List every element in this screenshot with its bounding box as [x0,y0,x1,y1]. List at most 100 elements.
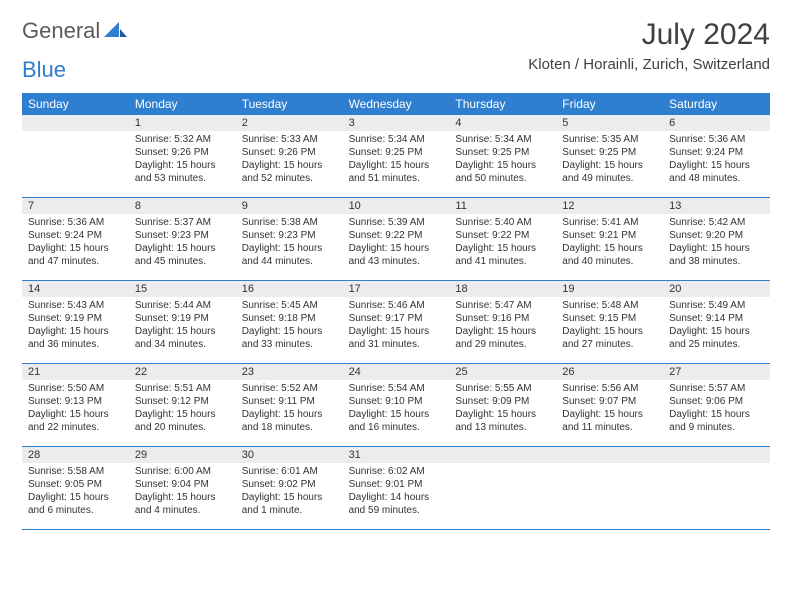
day-detail-line: and 34 minutes. [135,338,230,351]
day-detail-line: Daylight: 15 hours [349,325,444,338]
day-detail-line: Sunset: 9:17 PM [349,312,444,325]
day-detail-line: and 50 minutes. [455,172,550,185]
day-details: Sunrise: 5:42 AMSunset: 9:20 PMDaylight:… [663,214,770,272]
day-detail-line: and 11 minutes. [562,421,657,434]
day-detail-line: and 20 minutes. [135,421,230,434]
calendar: Sunday Monday Tuesday Wednesday Thursday… [22,93,770,530]
day-detail-line: Daylight: 15 hours [562,325,657,338]
day-detail-line: Daylight: 15 hours [135,408,230,421]
calendar-cell: 19Sunrise: 5:48 AMSunset: 9:15 PMDayligh… [556,281,663,363]
day-details: Sunrise: 5:51 AMSunset: 9:12 PMDaylight:… [129,380,236,438]
day-number: 23 [236,364,343,380]
day-detail-line: Sunset: 9:02 PM [242,478,337,491]
day-detail-line: Daylight: 15 hours [242,159,337,172]
sail-icon [104,20,128,43]
calendar-week: 28Sunrise: 5:58 AMSunset: 9:05 PMDayligh… [22,447,770,530]
calendar-cell: 5Sunrise: 5:35 AMSunset: 9:25 PMDaylight… [556,115,663,197]
day-detail-line: Sunset: 9:24 PM [28,229,123,242]
day-detail-line: and 25 minutes. [669,338,764,351]
day-detail-line: Sunset: 9:23 PM [242,229,337,242]
month-title: July 2024 [528,18,770,52]
day-detail-line: Sunset: 9:11 PM [242,395,337,408]
day-detail-line: Sunset: 9:25 PM [349,146,444,159]
day-detail-line: Daylight: 15 hours [242,242,337,255]
day-number-empty [663,447,770,463]
day-detail-line: and 51 minutes. [349,172,444,185]
calendar-cell: 23Sunrise: 5:52 AMSunset: 9:11 PMDayligh… [236,364,343,446]
calendar-cell: 14Sunrise: 5:43 AMSunset: 9:19 PMDayligh… [22,281,129,363]
day-detail-line: Sunset: 9:12 PM [135,395,230,408]
day-details: Sunrise: 5:37 AMSunset: 9:23 PMDaylight:… [129,214,236,272]
day-number: 21 [22,364,129,380]
day-detail-line: Sunrise: 5:32 AM [135,133,230,146]
brand-logo: General [22,18,130,44]
day-detail-line: Daylight: 15 hours [455,325,550,338]
calendar-cell: 13Sunrise: 5:42 AMSunset: 9:20 PMDayligh… [663,198,770,280]
day-detail-line: Sunset: 9:18 PM [242,312,337,325]
day-detail-line: and 53 minutes. [135,172,230,185]
day-number: 16 [236,281,343,297]
calendar-cell: 20Sunrise: 5:49 AMSunset: 9:14 PMDayligh… [663,281,770,363]
day-detail-line: and 16 minutes. [349,421,444,434]
day-detail-line: Sunrise: 5:33 AM [242,133,337,146]
day-detail-line: and 4 minutes. [135,504,230,517]
day-detail-line: Sunset: 9:20 PM [669,229,764,242]
day-detail-line: Sunset: 9:23 PM [135,229,230,242]
day-number: 31 [343,447,450,463]
day-number-empty [556,447,663,463]
day-number-empty [22,115,129,131]
day-detail-line: Daylight: 15 hours [28,491,123,504]
day-number-empty [449,447,556,463]
day-detail-line: Daylight: 15 hours [135,491,230,504]
day-details: Sunrise: 5:34 AMSunset: 9:25 PMDaylight:… [343,131,450,189]
day-detail-line: Sunset: 9:06 PM [669,395,764,408]
day-number: 17 [343,281,450,297]
day-number: 12 [556,198,663,214]
day-detail-line: Daylight: 15 hours [28,325,123,338]
day-number: 2 [236,115,343,131]
calendar-cell: 27Sunrise: 5:57 AMSunset: 9:06 PMDayligh… [663,364,770,446]
day-number: 1 [129,115,236,131]
day-details: Sunrise: 5:58 AMSunset: 9:05 PMDaylight:… [22,463,129,521]
day-header: Monday [129,93,236,115]
day-detail-line: Sunrise: 5:36 AM [28,216,123,229]
calendar-cell: 31Sunrise: 6:02 AMSunset: 9:01 PMDayligh… [343,447,450,529]
day-number: 19 [556,281,663,297]
day-detail-line: Sunrise: 5:42 AM [669,216,764,229]
day-number: 6 [663,115,770,131]
day-number: 4 [449,115,556,131]
calendar-cell [22,115,129,197]
day-detail-line: Sunset: 9:05 PM [28,478,123,491]
day-number: 30 [236,447,343,463]
calendar-cell: 3Sunrise: 5:34 AMSunset: 9:25 PMDaylight… [343,115,450,197]
day-detail-line: and 29 minutes. [455,338,550,351]
day-details: Sunrise: 5:32 AMSunset: 9:26 PMDaylight:… [129,131,236,189]
calendar-cell: 17Sunrise: 5:46 AMSunset: 9:17 PMDayligh… [343,281,450,363]
day-number: 14 [22,281,129,297]
day-number: 7 [22,198,129,214]
day-details: Sunrise: 5:49 AMSunset: 9:14 PMDaylight:… [663,297,770,355]
calendar-cell: 29Sunrise: 6:00 AMSunset: 9:04 PMDayligh… [129,447,236,529]
day-number: 9 [236,198,343,214]
calendar-cell: 24Sunrise: 5:54 AMSunset: 9:10 PMDayligh… [343,364,450,446]
calendar-cell: 18Sunrise: 5:47 AMSunset: 9:16 PMDayligh… [449,281,556,363]
day-header: Sunday [22,93,129,115]
day-details: Sunrise: 5:45 AMSunset: 9:18 PMDaylight:… [236,297,343,355]
day-details: Sunrise: 5:38 AMSunset: 9:23 PMDaylight:… [236,214,343,272]
calendar-week: 21Sunrise: 5:50 AMSunset: 9:13 PMDayligh… [22,364,770,447]
day-detail-line: Sunrise: 6:02 AM [349,465,444,478]
day-details: Sunrise: 5:43 AMSunset: 9:19 PMDaylight:… [22,297,129,355]
day-number: 8 [129,198,236,214]
day-detail-line: Daylight: 15 hours [669,325,764,338]
calendar-cell: 26Sunrise: 5:56 AMSunset: 9:07 PMDayligh… [556,364,663,446]
day-detail-line: Sunrise: 5:49 AM [669,299,764,312]
calendar-cell: 30Sunrise: 6:01 AMSunset: 9:02 PMDayligh… [236,447,343,529]
day-detail-line: Daylight: 15 hours [242,325,337,338]
day-detail-line: and 6 minutes. [28,504,123,517]
day-detail-line: Sunrise: 5:57 AM [669,382,764,395]
day-details: Sunrise: 5:56 AMSunset: 9:07 PMDaylight:… [556,380,663,438]
calendar-cell: 10Sunrise: 5:39 AMSunset: 9:22 PMDayligh… [343,198,450,280]
day-detail-line: Sunrise: 5:37 AM [135,216,230,229]
day-detail-line: Sunrise: 5:44 AM [135,299,230,312]
day-detail-line: Sunset: 9:10 PM [349,395,444,408]
